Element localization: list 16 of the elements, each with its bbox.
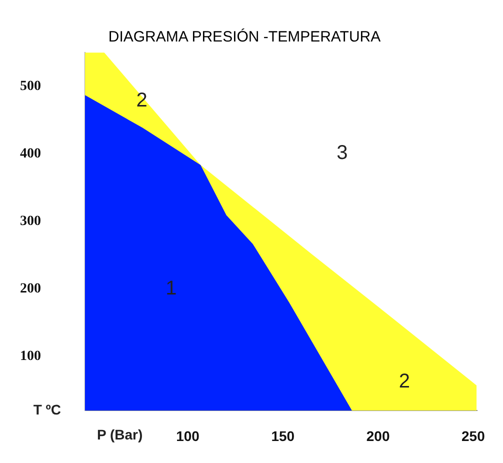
- y-tick-label: 300: [20, 214, 41, 229]
- y-tick-label: 200: [20, 282, 41, 297]
- annotation: 3: [336, 142, 348, 164]
- chart-title: DIAGRAMA PRESIÓN -TEMPERATURA: [108, 28, 381, 46]
- y-tick-label: 400: [20, 146, 41, 162]
- annotation: 2: [398, 370, 410, 392]
- y-tick-label: 500: [20, 78, 41, 94]
- y-tick-label: 100: [20, 349, 41, 364]
- x-tick-label: 250: [462, 428, 486, 444]
- x-tick-label: 100: [176, 428, 200, 444]
- y-axis-title: T ºC: [33, 401, 61, 418]
- x-axis-title: P (Bar): [97, 426, 143, 442]
- annotation: 2: [136, 90, 148, 112]
- x-tick-label: 150: [271, 428, 295, 444]
- x-tick-label: 200: [366, 428, 390, 444]
- annotation: 1: [166, 277, 177, 300]
